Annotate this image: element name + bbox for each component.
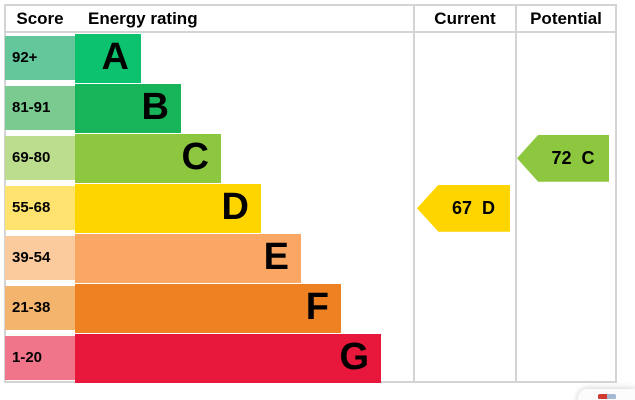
band-bar-b: B (75, 83, 181, 134)
score-cell-e: 39-54 (5, 235, 75, 281)
potential-column-divider (515, 4, 517, 383)
current-column-divider (413, 4, 415, 383)
partial-logo-icon-secondary (607, 394, 616, 399)
band-bar-g: G (75, 333, 381, 383)
band-bar-c: C (75, 133, 221, 184)
score-cell-g: 1-20 (5, 335, 75, 380)
band-bar-f: F (75, 283, 341, 334)
energy-rating-column-header: Energy rating (88, 9, 198, 28)
score-cell-b: 81-91 (5, 85, 75, 131)
score-cell-f: 21-38 (5, 285, 75, 331)
potential-column-header: Potential (530, 9, 602, 28)
partial-logo-icon (598, 394, 608, 399)
band-bar-a: A (75, 34, 141, 84)
score-cell-c: 69-80 (5, 135, 75, 181)
current-rating-arrow: 67 D (417, 184, 510, 232)
potential-rating-arrow: 72 C (517, 134, 609, 182)
current-column-header: Current (434, 9, 496, 28)
header-divider (4, 31, 617, 33)
potential-rating-label: 72 C (551, 147, 595, 168)
score-cell-a: 92+ (5, 36, 75, 81)
band-bar-e: E (75, 233, 301, 284)
score-cell-d: 55-68 (5, 185, 75, 231)
score-column-header: Score (16, 9, 64, 28)
band-bar-d: D (75, 183, 261, 234)
current-rating-label: 67 D (451, 197, 496, 218)
